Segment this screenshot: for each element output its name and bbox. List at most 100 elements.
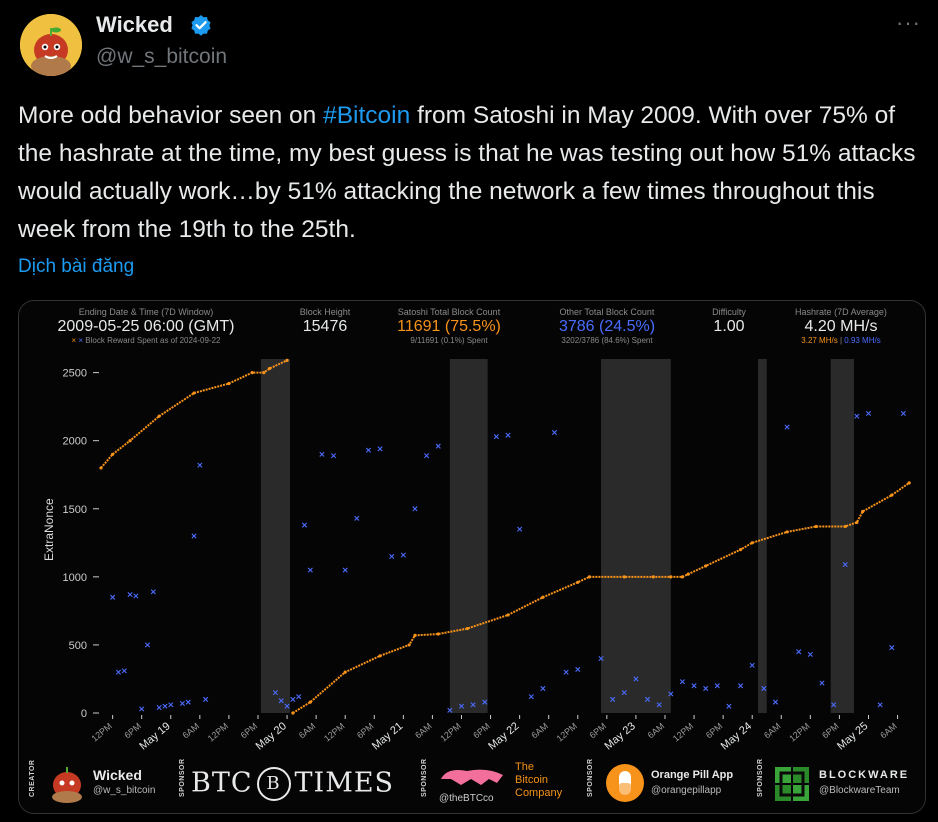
y-tick-label: 2000 xyxy=(63,436,87,448)
satoshi-point xyxy=(587,575,592,579)
x-tick-label: May 23 xyxy=(602,720,637,752)
y-tick-label: 1500 xyxy=(63,504,87,516)
media-card[interactable]: Ending Date & Time (7D Window) 2009-05-2… xyxy=(18,300,926,814)
other-point xyxy=(900,410,906,417)
stat-difficulty: Difficulty 1.00 xyxy=(699,307,759,336)
other-point xyxy=(831,702,837,708)
y-tick-label: 1000 xyxy=(63,572,87,584)
stat-ending-label: Ending Date & Time (7D Window) xyxy=(78,307,214,317)
stat-difficulty-label: Difficulty xyxy=(712,307,746,317)
other-point xyxy=(540,685,546,692)
other-point xyxy=(493,434,499,440)
other-point xyxy=(284,703,290,709)
x-tick-label: 12PM xyxy=(206,721,230,744)
other-point xyxy=(726,703,732,709)
satoshi-point xyxy=(651,575,655,579)
satoshi-point xyxy=(843,524,847,529)
other-point xyxy=(796,649,802,655)
other-point xyxy=(842,562,848,568)
x-tick-label: May 21 xyxy=(370,720,405,752)
other-point xyxy=(296,694,302,700)
other-point xyxy=(150,589,156,595)
x-tick-label: 6PM xyxy=(122,721,143,741)
stat-ending-sub: × × Block Reward Spent as of 2024-09-22 xyxy=(71,336,221,345)
other-point xyxy=(679,679,686,685)
other-point xyxy=(737,683,744,689)
author-avatar[interactable] xyxy=(20,14,82,76)
other-point xyxy=(807,651,813,658)
stat-height-label: Block Height xyxy=(299,307,351,317)
satoshi-point xyxy=(192,391,196,395)
satoshi-point xyxy=(291,711,295,715)
x-tick-label: 6AM xyxy=(297,721,318,741)
creator-label: CREATOR xyxy=(29,759,36,797)
other-point xyxy=(633,676,639,682)
other-point xyxy=(458,703,465,709)
orange-pill-name: Orange Pill App xyxy=(651,769,734,781)
other-point xyxy=(610,696,616,702)
stat-hashrate-satoshi: 3.27 MH/s xyxy=(801,336,838,345)
stat-hashrate-other: 0.93 MH/s xyxy=(844,336,881,345)
orange-pill-handle: @orangepillapp xyxy=(651,785,722,796)
satoshi-point xyxy=(785,530,789,534)
other-point xyxy=(644,696,651,702)
shaded-gap-2 xyxy=(601,359,671,713)
x-tick-label: 6PM xyxy=(471,721,492,741)
stat-hashrate-sep: | xyxy=(837,336,845,345)
satoshi-point xyxy=(814,524,818,529)
other-point xyxy=(575,666,581,673)
other-point xyxy=(197,462,203,468)
tweet-text: More odd behavior seen on #Bitcoin from … xyxy=(18,97,918,249)
stat-hashrate: Hashrate (7D Average) 4.20 MH/s 3.27 MH/… xyxy=(785,307,897,345)
author-handle[interactable]: @w_s_bitcoin xyxy=(96,45,228,68)
other-point xyxy=(854,413,860,419)
verified-badge-icon xyxy=(191,15,211,36)
other-point xyxy=(749,662,755,668)
bitcoin-company-line2: Bitcoin xyxy=(515,774,549,786)
satoshi-point xyxy=(413,633,417,637)
satoshi-point xyxy=(686,572,690,576)
satoshi-point xyxy=(704,564,708,568)
blockware-name: BLOCKWARE xyxy=(819,769,910,781)
other-point xyxy=(435,443,441,449)
stat-other-sub: 3202/3786 (84.6%) Spent xyxy=(561,336,653,345)
satoshi-point xyxy=(855,520,859,524)
other-point xyxy=(703,685,709,692)
x-tick-label: 6AM xyxy=(181,721,202,741)
stat-ending: Ending Date & Time (7D Window) 2009-05-2… xyxy=(39,307,253,345)
hashtag-link[interactable]: #Bitcoin xyxy=(323,102,411,129)
satoshi-point xyxy=(436,632,440,636)
satoshi-point xyxy=(99,466,103,470)
satoshi-point xyxy=(465,626,469,631)
stat-other-value: 3786 (24.5%) xyxy=(558,318,656,335)
other-point xyxy=(447,707,453,713)
x-tick-label: May 25 xyxy=(835,720,870,752)
other-point xyxy=(290,696,296,702)
other-point xyxy=(424,453,430,459)
satoshi-point xyxy=(890,493,894,497)
other-point xyxy=(691,683,697,689)
other-point xyxy=(621,689,627,696)
x-tick-label: May 24 xyxy=(719,720,754,752)
blockware-logo xyxy=(775,767,809,801)
other-point xyxy=(354,515,360,521)
shaded-gap-4 xyxy=(830,359,854,713)
tweet-text-before: More odd behavior seen on xyxy=(18,102,324,129)
author-name[interactable]: Wicked xyxy=(96,12,173,37)
x-tick-label: 12PM xyxy=(555,721,579,744)
stat-height: Block Height 15476 xyxy=(285,307,365,336)
btctimes-logo: BTC B TIMES xyxy=(191,767,394,801)
more-dots-icon[interactable]: ··· xyxy=(896,10,921,35)
x-tick-label: 12PM xyxy=(322,721,346,744)
tweet-text-after: from Satoshi in May 2009. With over 75% … xyxy=(18,102,916,243)
other-point xyxy=(598,655,604,662)
translate-link[interactable]: Dịch bài đăng xyxy=(18,256,135,277)
other-point xyxy=(185,699,191,705)
satoshi-point xyxy=(128,439,132,443)
other-point xyxy=(714,683,720,689)
other-point xyxy=(551,429,558,436)
shaded-gap-1 xyxy=(449,359,488,713)
other-point xyxy=(563,669,569,675)
sponsor-label-1: SPONSOR xyxy=(179,758,186,797)
bitcoin-company-logo xyxy=(441,769,503,785)
